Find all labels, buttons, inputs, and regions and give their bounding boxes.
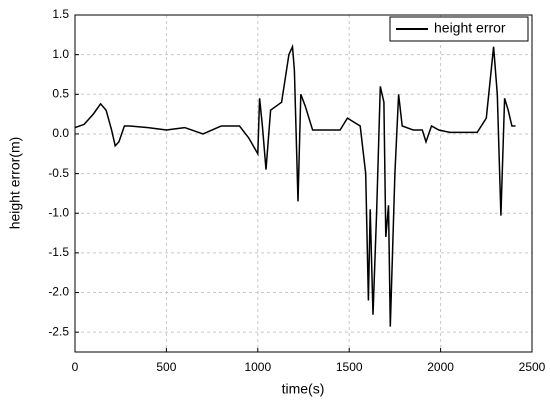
y-tick-label: 1.0: [52, 47, 69, 61]
legend-label: height error: [434, 20, 506, 36]
x-tick-label: 2000: [427, 360, 454, 374]
y-axis-label: height error(m): [7, 137, 23, 230]
x-tick-label: 500: [156, 360, 176, 374]
plot-frame: [74, 14, 533, 353]
x-tick-label: 1000: [244, 360, 271, 374]
y-tick-label: -0.5: [48, 166, 69, 180]
y-tick-label: 0.0: [52, 126, 69, 140]
x-tick-label: 1500: [336, 360, 363, 374]
x-tick-label: 2500: [519, 360, 546, 374]
y-tick-label: 0.5: [52, 86, 69, 100]
line: [74, 43, 516, 327]
y-tick-label: -1.0: [48, 205, 69, 219]
x-axis-label: time(s): [282, 381, 325, 397]
y-tick-label: -2.5: [48, 324, 69, 338]
y-tick-label: -1.5: [48, 245, 69, 259]
y-tick-label: 1.5: [52, 7, 69, 21]
x-tick-label: 0: [72, 360, 79, 374]
y-tick-label: -2.0: [48, 285, 69, 299]
